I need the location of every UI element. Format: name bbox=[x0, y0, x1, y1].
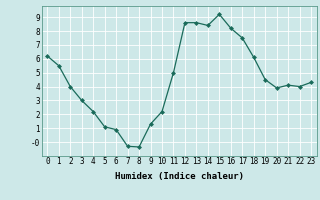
X-axis label: Humidex (Indice chaleur): Humidex (Indice chaleur) bbox=[115, 172, 244, 181]
